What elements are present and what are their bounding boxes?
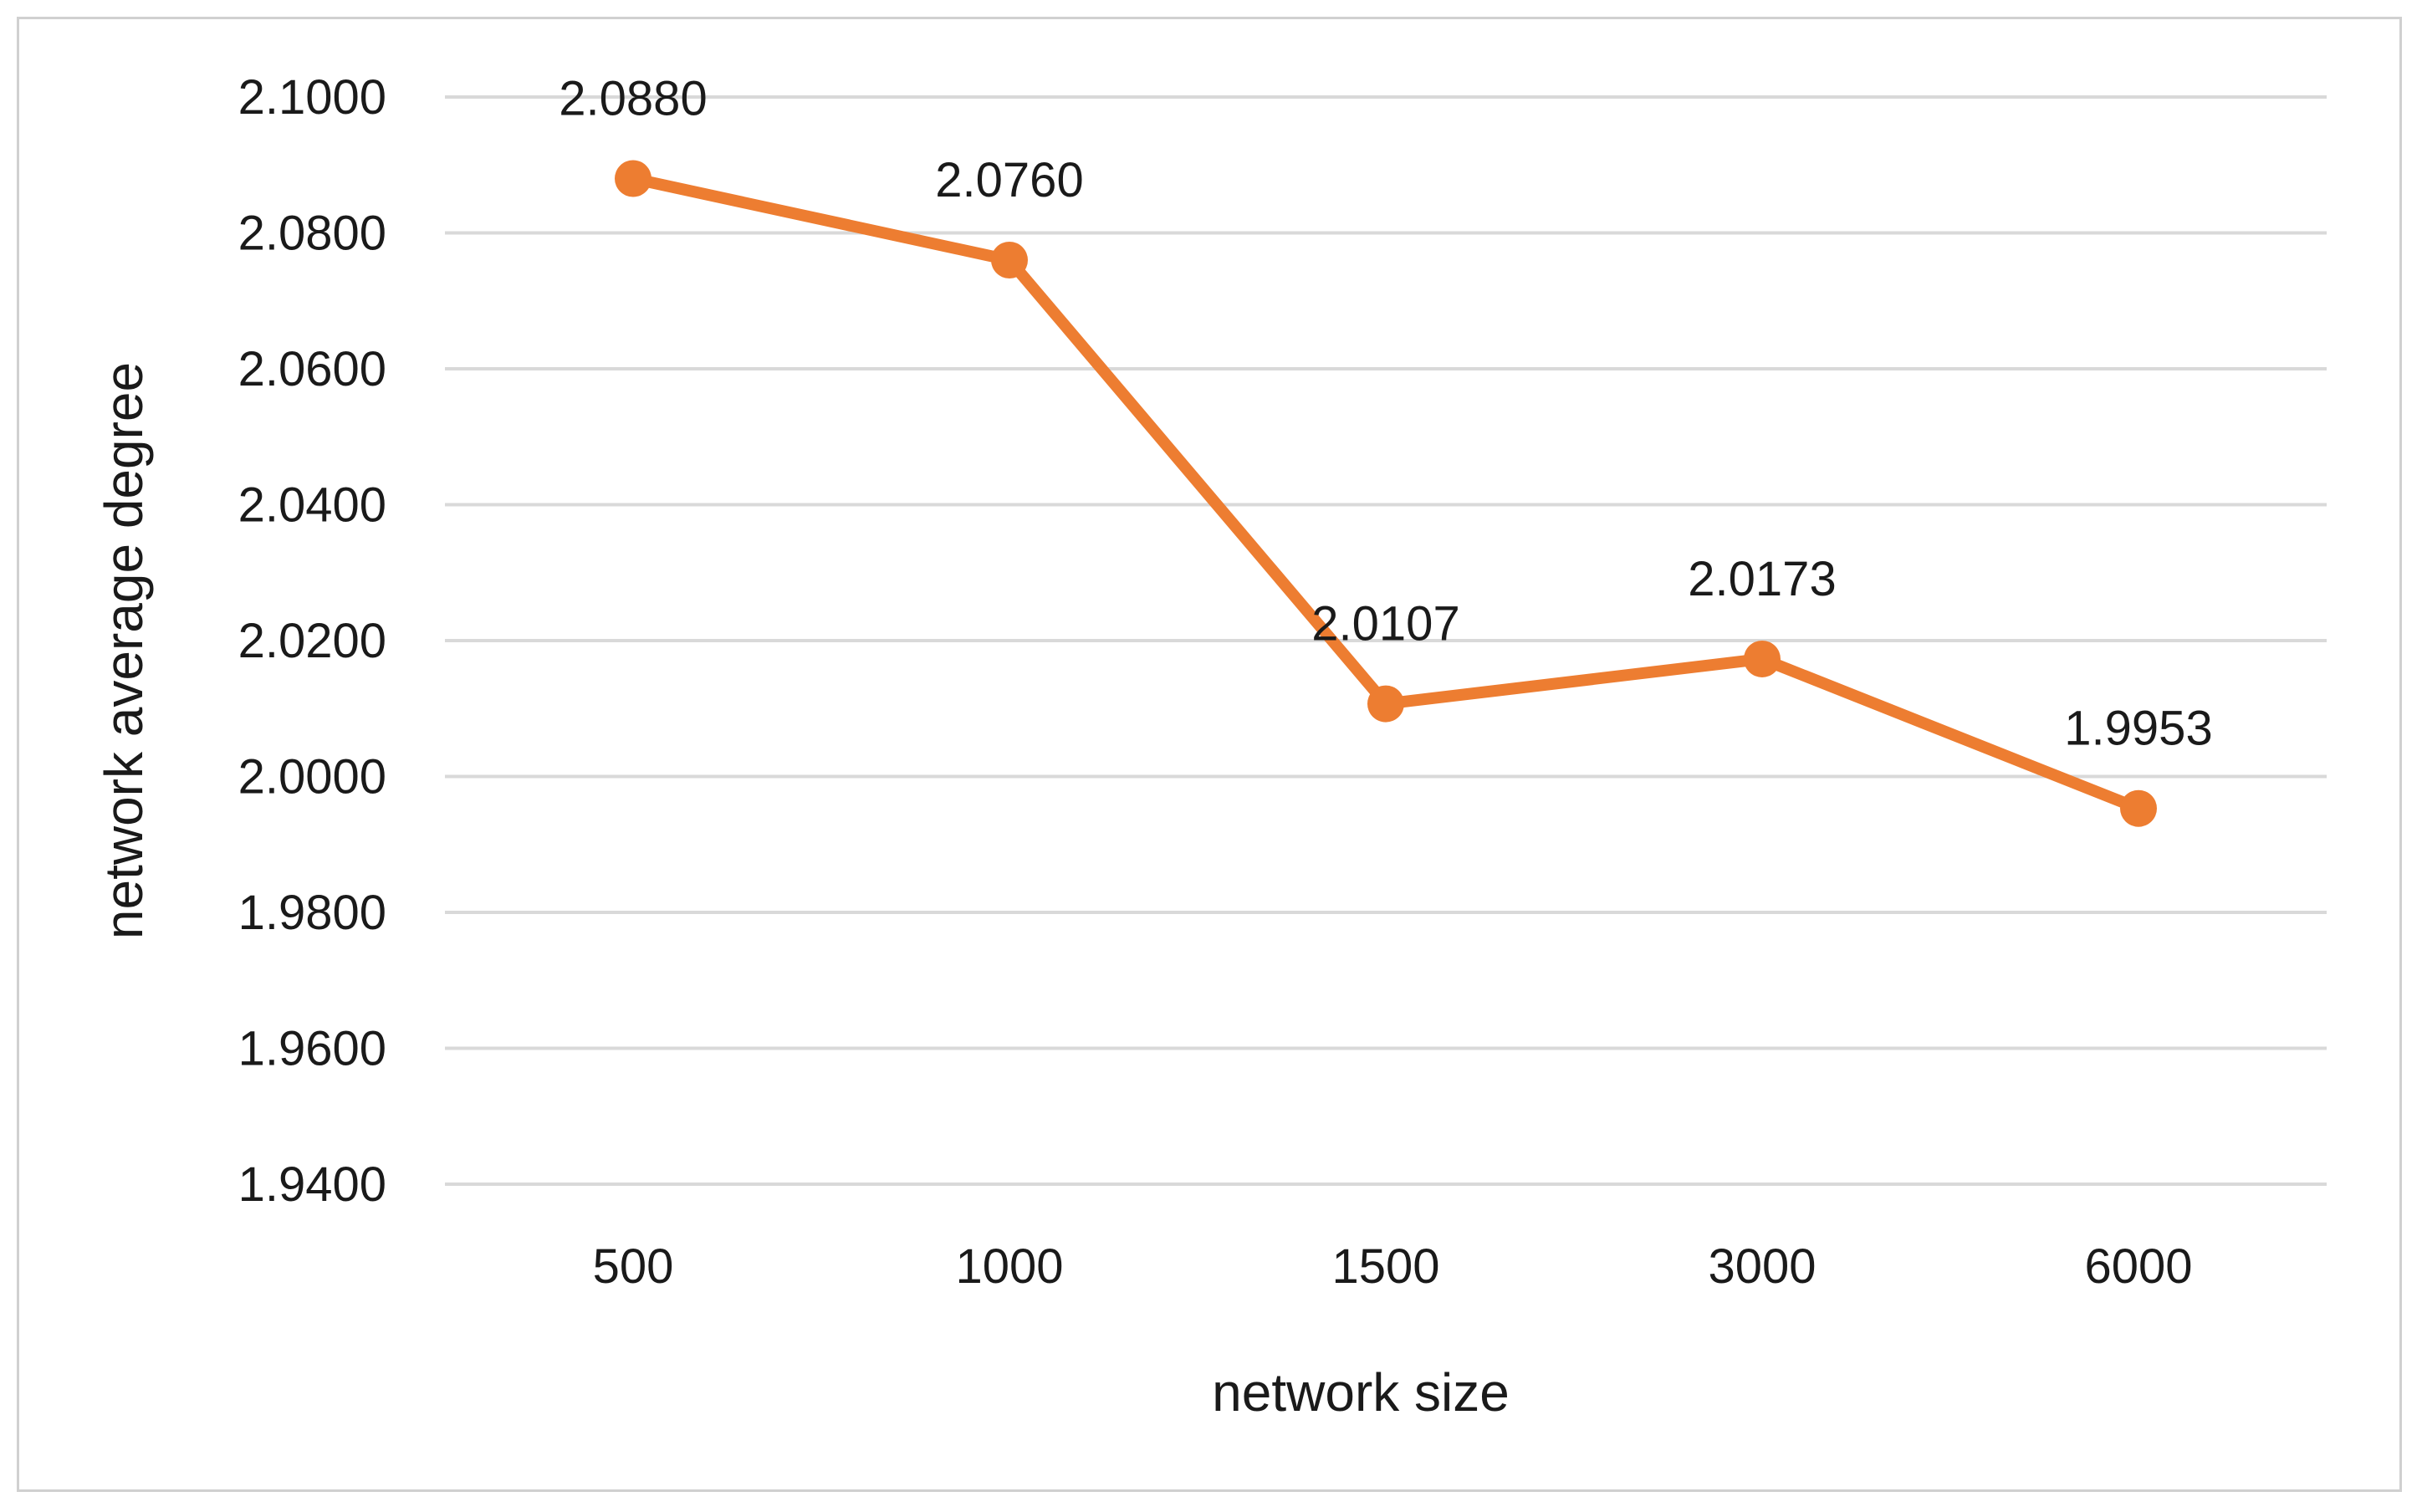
y-tick-label: 2.0800	[238, 207, 386, 261]
y-tick-label: 1.9400	[238, 1157, 386, 1212]
y-tick-label: 2.0200	[238, 614, 386, 668]
y-tick-label: 1.9800	[238, 886, 386, 940]
data-label: 1.9953	[2064, 702, 2212, 756]
x-axis-tick-labels: 500 1000 1500 3000 6000	[593, 1239, 2193, 1294]
data-label: 2.0107	[1311, 597, 1459, 651]
x-tick-label: 1500	[1331, 1239, 1439, 1294]
y-tick-label: 1.9600	[238, 1022, 386, 1076]
x-tick-label: 6000	[2084, 1239, 2192, 1294]
data-label: 2.0760	[935, 153, 1083, 207]
data-label: 2.0173	[1688, 552, 1836, 606]
gridlines	[445, 95, 2327, 1186]
series-line-group	[615, 160, 2157, 827]
data-point	[991, 242, 1028, 278]
y-tick-label: 2.0400	[238, 478, 386, 533]
y-tick-label: 2.1000	[238, 70, 386, 125]
x-tick-label: 500	[593, 1239, 674, 1294]
x-tick-label: 1000	[955, 1239, 1063, 1294]
y-tick-label: 2.0600	[238, 342, 386, 396]
data-labels: 2.0880 2.0760 2.0107 2.0173 1.9953	[559, 72, 2212, 756]
y-axis-tick-labels: 1.9400 1.9600 1.9800 2.0000 2.0200 2.0400 2.06…	[238, 70, 386, 1212]
y-tick-label: 2.0000	[238, 750, 386, 805]
y-axis-title: network average degree	[94, 362, 154, 939]
x-tick-label: 3000	[1708, 1239, 1816, 1294]
data-point	[1367, 685, 1404, 723]
data-point	[615, 160, 651, 197]
data-point	[2120, 789, 2157, 827]
x-axis-title: network size	[1212, 1362, 1510, 1423]
data-point	[1744, 640, 1781, 677]
data-label: 2.0880	[559, 72, 707, 126]
